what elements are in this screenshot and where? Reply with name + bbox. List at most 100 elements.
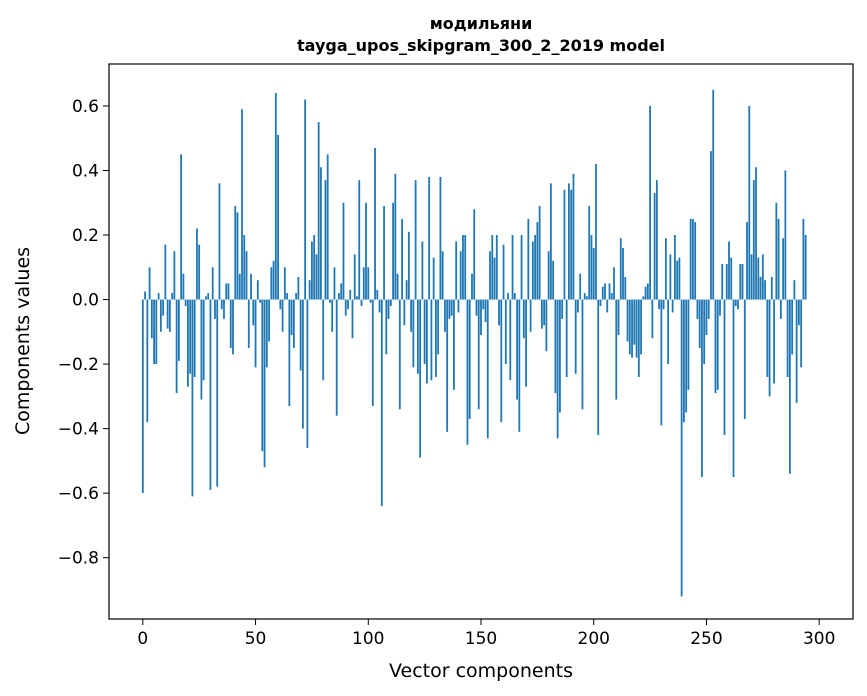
bar: [664, 238, 667, 300]
x-tick-label: 50: [245, 629, 267, 649]
bar: [761, 254, 764, 300]
bar: [773, 299, 775, 384]
bar: [286, 293, 289, 300]
bar: [209, 299, 212, 490]
y-tick-label: −0.6: [58, 484, 99, 504]
bar: [628, 299, 631, 355]
x-tick-label: 300: [803, 629, 835, 649]
bar: [250, 273, 252, 300]
bar: [694, 222, 697, 300]
bar: [468, 299, 471, 419]
bar: [387, 299, 390, 319]
bar: [353, 254, 356, 300]
bar: [214, 299, 216, 319]
bar: [701, 299, 703, 478]
bar: [559, 299, 561, 413]
bar: [218, 183, 221, 300]
bar: [507, 293, 509, 300]
bar: [721, 264, 724, 300]
bar: [545, 299, 548, 352]
bar: [376, 289, 379, 300]
bar: [534, 235, 537, 300]
bar: [750, 254, 753, 300]
bar: [595, 164, 597, 300]
bar: [428, 176, 431, 300]
bar: [547, 251, 550, 300]
bar: [752, 180, 755, 300]
bar: [243, 235, 246, 300]
bar: [369, 299, 372, 303]
bar: [306, 299, 309, 448]
bar: [732, 299, 735, 478]
bar: [419, 299, 422, 458]
bar: [236, 212, 239, 300]
bar: [728, 241, 730, 300]
bar: [651, 299, 654, 339]
bar: [308, 280, 311, 300]
bar: [757, 257, 760, 300]
bar: [633, 299, 636, 345]
bar: [689, 218, 692, 300]
bar: [491, 235, 494, 300]
bar: [804, 235, 807, 300]
bar: [187, 299, 189, 387]
bar: [168, 299, 171, 332]
bar: [338, 293, 340, 300]
y-tick-label: 0.4: [72, 161, 99, 181]
bar: [191, 299, 194, 497]
bar: [748, 105, 751, 300]
bar: [362, 267, 365, 300]
bar: [193, 299, 196, 377]
bar: [644, 286, 647, 300]
bar: [615, 299, 618, 400]
bar: [631, 299, 633, 358]
bar: [473, 209, 476, 300]
bar: [581, 299, 584, 410]
bar: [313, 235, 316, 300]
bar: [380, 299, 383, 507]
bar: [146, 299, 149, 423]
chart-subtitle: tayga_upos_skipgram_300_2_2019 model: [297, 36, 665, 55]
bar: [416, 299, 419, 374]
bar: [383, 205, 385, 300]
bar: [495, 235, 498, 300]
bar: [374, 147, 376, 300]
bar: [446, 299, 449, 432]
x-tick-label: 100: [352, 629, 384, 649]
bar: [516, 299, 518, 400]
bar: [265, 299, 268, 368]
x-axis-label: Vector components: [389, 660, 573, 682]
bar: [705, 299, 708, 336]
y-tick-label: −0.8: [58, 549, 99, 569]
bar: [741, 264, 744, 300]
bar: [453, 299, 455, 390]
bar: [256, 280, 259, 300]
bar: [671, 299, 674, 313]
bar: [389, 299, 392, 306]
bar: [725, 264, 728, 300]
bar: [622, 247, 624, 300]
bar: [683, 299, 685, 423]
bar: [710, 151, 712, 300]
bar: [304, 99, 307, 300]
bar: [673, 235, 676, 300]
bar: [687, 299, 690, 390]
bar: [439, 176, 442, 300]
bar: [714, 299, 717, 394]
bar: [662, 299, 665, 310]
bar: [786, 299, 789, 377]
y-axis: −0.8 −0.6 −0.4 −0.2 0.0 0.2 0.4 0.6: [58, 97, 109, 569]
bar: [141, 299, 144, 494]
bar: [579, 273, 582, 300]
bar: [522, 299, 525, 339]
bar: [234, 205, 237, 300]
bar: [642, 296, 645, 300]
bar: [646, 283, 649, 300]
bar: [405, 280, 408, 300]
bar: [196, 228, 198, 300]
bar: [626, 299, 629, 342]
bar: [601, 286, 604, 300]
bar: [437, 299, 440, 355]
bar: [572, 173, 575, 300]
bar: [180, 154, 183, 300]
